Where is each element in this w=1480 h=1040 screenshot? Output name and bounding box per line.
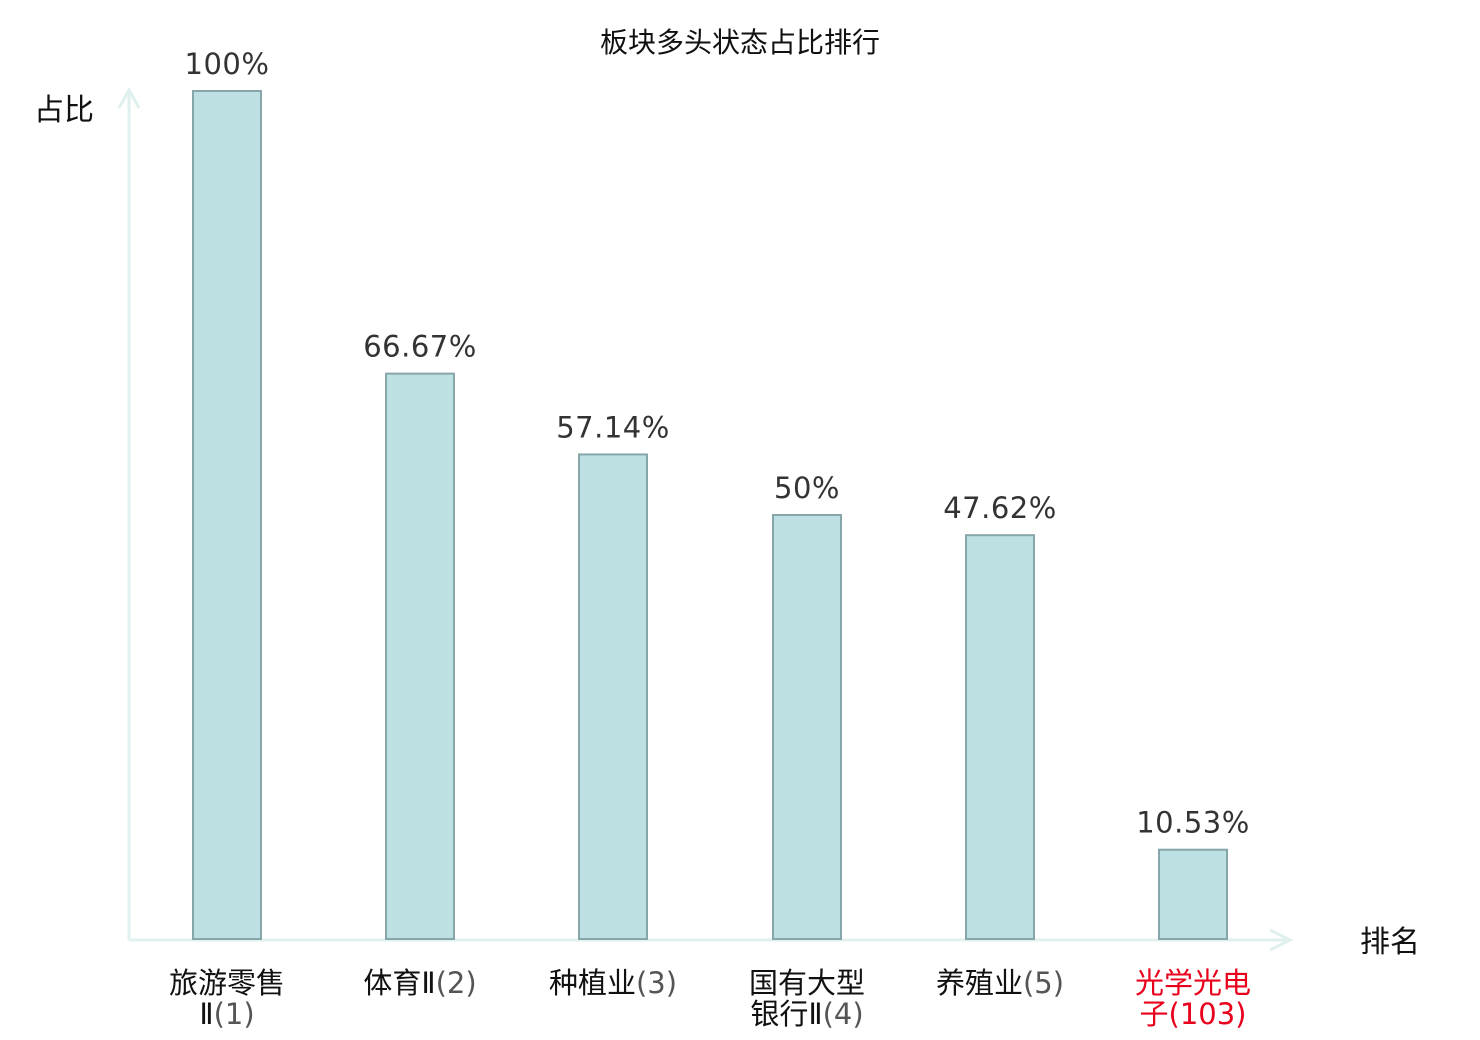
x-axis-label: 排名 — [1360, 925, 1420, 960]
bar-1 — [192, 90, 262, 940]
value-label-2: 66.67% — [363, 330, 477, 364]
value-label-6: 10.53% — [1136, 806, 1250, 840]
bar-6 — [1158, 848, 1228, 941]
y-axis-label: 占比 — [34, 93, 94, 128]
value-label-5: 47.62% — [943, 491, 1057, 525]
value-label-4: 50% — [774, 471, 840, 505]
category-label-2: 体育Ⅱ(2) — [363, 966, 476, 1000]
category-label-5: 养殖业(5) — [936, 966, 1064, 1000]
x-axis-arrow — [1269, 928, 1294, 952]
bar-2 — [385, 372, 455, 940]
value-label-3: 57.14% — [556, 410, 670, 444]
bar-4 — [772, 514, 842, 940]
value-label-1: 100% — [185, 47, 270, 81]
bar-5 — [965, 534, 1035, 940]
category-label-1: 旅游零售 Ⅱ(1) — [169, 966, 285, 1031]
chart-title: 板块多头状态占比排行 — [600, 26, 880, 59]
y-axis-arrow — [117, 86, 141, 109]
bars-group: 100% 旅游零售 Ⅱ(1) 66.67% 体育Ⅱ(2) 57.14% 种植业(3) 50% 国… — [169, 47, 1251, 1031]
category-label-3: 种植业(3) — [549, 966, 677, 1000]
bar-3 — [578, 453, 648, 940]
category-label-4: 国有大型银行Ⅱ(4) — [749, 966, 865, 1031]
category-label-6: 光学光电子(103) — [1135, 966, 1251, 1031]
